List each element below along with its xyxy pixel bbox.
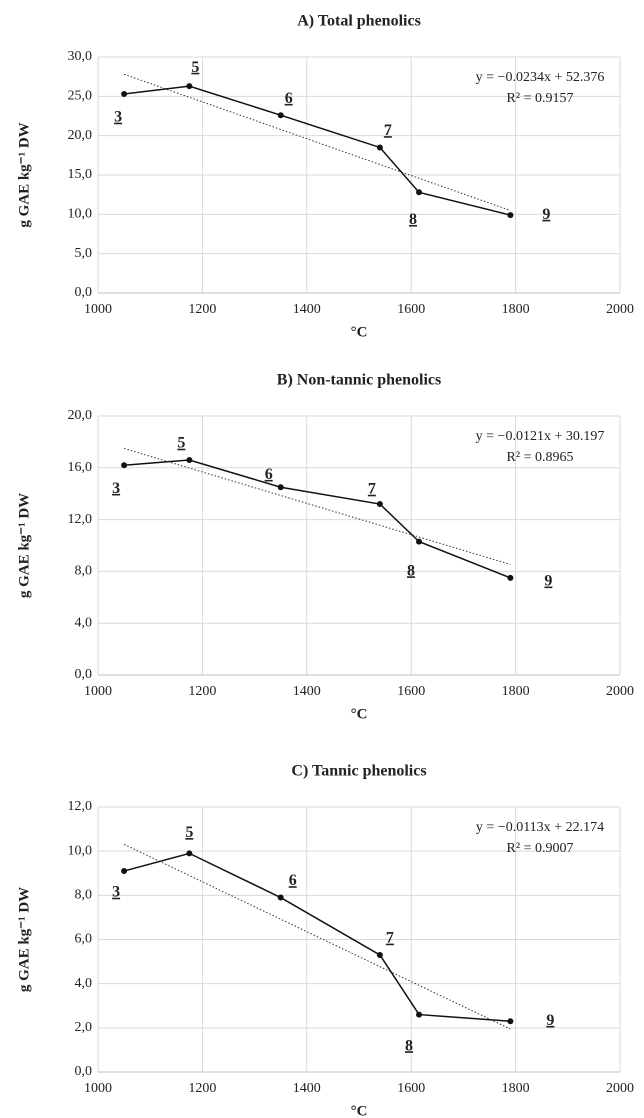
point-label: 9 [542,206,550,223]
trend-r2: R² = 0.9007 [507,841,574,856]
x-tick-label: 1600 [397,684,425,699]
chart-title: A) Total phenolics [297,13,421,30]
point-label: 5 [177,435,185,452]
x-tick-label: 2000 [606,1081,634,1096]
x-tick-label: 1600 [397,302,425,317]
trend-equation: y = −0.0113x + 22.174 [476,820,604,835]
point-label: 5 [191,59,199,76]
chart: C) Tannic phenolics 0,0 2,0 4,0 6,0 8,0 10,0 12… [16,763,634,1118]
point-label: 3 [112,480,120,497]
y-tick-label: 20,0 [68,408,93,423]
point-label: 9 [544,573,552,590]
x-axis-title: °C [351,324,368,340]
y-tick-label: 0,0 [75,1064,93,1079]
data-point [277,894,284,901]
y-tick-label: 8,0 [75,564,93,579]
trendline [123,73,511,211]
data-point [376,501,383,508]
y-tick-label: 16,0 [68,460,93,475]
data-point [376,144,383,151]
x-tick-label: 1200 [188,684,216,699]
point-label: 7 [368,481,376,498]
data-point [507,1018,514,1025]
y-tick-label: 0,0 [75,285,93,300]
y-tick-label: 6,0 [75,932,93,947]
x-tick-label: 1400 [293,1081,321,1096]
y-tick-label: 30,0 [68,49,93,64]
point-label: 6 [285,90,293,107]
data-point [121,462,128,469]
y-tick-label: 0,0 [75,667,93,682]
data-point [376,951,383,958]
y-tick-label: 2,0 [75,1020,93,1035]
data-point [416,538,423,545]
x-tick-label: 1400 [293,684,321,699]
trend-r2: R² = 0.9157 [507,91,574,106]
data-point [277,112,284,119]
x-tick-label: 2000 [606,302,634,317]
x-tick-label: 1200 [188,1081,216,1096]
y-tick-label: 5,0 [75,246,93,261]
y-tick-label: 12,0 [68,512,93,527]
data-point [121,90,128,97]
data-point [186,83,193,90]
x-tick-label: 1800 [502,684,530,699]
data-point [186,850,193,857]
x-tick-label: 2000 [606,684,634,699]
x-tick-label: 1400 [293,302,321,317]
x-tick-label: 1000 [84,302,112,317]
trendline [123,843,511,1030]
data-line [123,852,511,1022]
trend-equation: y = −0.0121x + 30.197 [476,429,605,444]
y-tick-label: 10,0 [68,207,93,222]
x-tick-label: 1200 [188,302,216,317]
point-label: 6 [289,872,297,889]
point-label: 8 [405,1037,413,1054]
x-tick-label: 1000 [84,684,112,699]
y-tick-label: 12,0 [68,799,93,814]
trend-equation: y = −0.0234x + 52.376 [476,70,605,85]
trendline [123,447,511,565]
y-tick-label: 4,0 [75,615,93,630]
data-point [507,574,514,581]
point-label: 8 [407,562,415,579]
chart: B) Non-tannic phenolics 0,0 4,0 8,0 12,0 16,0… [16,372,634,723]
point-label: 5 [185,824,193,841]
data-point [416,1011,423,1018]
data-point [507,212,514,219]
x-tick-label: 1600 [397,1081,425,1096]
y-axis-title: g GAE kg⁻¹ DW [16,122,32,227]
data-point [277,484,284,491]
y-tick-label: 25,0 [68,89,93,104]
x-axis-title: °C [351,706,368,722]
x-axis-title: °C [351,1103,368,1118]
y-tick-label: 20,0 [68,128,93,143]
y-tick-label: 15,0 [68,167,93,182]
x-tick-label: 1800 [502,1081,530,1096]
y-tick-label: 10,0 [68,843,93,858]
y-axis-title: g GAE kg⁻¹ DW [16,887,32,992]
x-tick-label: 1000 [84,1081,112,1096]
x-tick-label: 1800 [502,302,530,317]
y-tick-label: 4,0 [75,976,93,991]
y-tick-label: 8,0 [75,888,93,903]
chart-title: B) Non-tannic phenolics [277,372,441,389]
data-point [416,189,423,196]
data-line [124,459,511,579]
point-label: 8 [409,211,417,228]
point-label: 7 [386,930,394,947]
point-label: 3 [112,884,120,901]
chart: A) Total phenolics 0,0 5,0 10,0 15,0 20,0 25,0… [16,13,634,341]
point-label: 3 [114,109,122,126]
point-label: 7 [384,122,392,139]
data-line [124,85,511,216]
trend-r2: R² = 0.8965 [507,450,574,465]
chart-title: C) Tannic phenolics [291,763,426,780]
data-point [121,868,128,875]
point-label: 9 [546,1012,554,1029]
point-label: 6 [265,466,273,483]
y-axis-title: g GAE kg⁻¹ DW [16,493,32,598]
data-point [186,457,193,464]
